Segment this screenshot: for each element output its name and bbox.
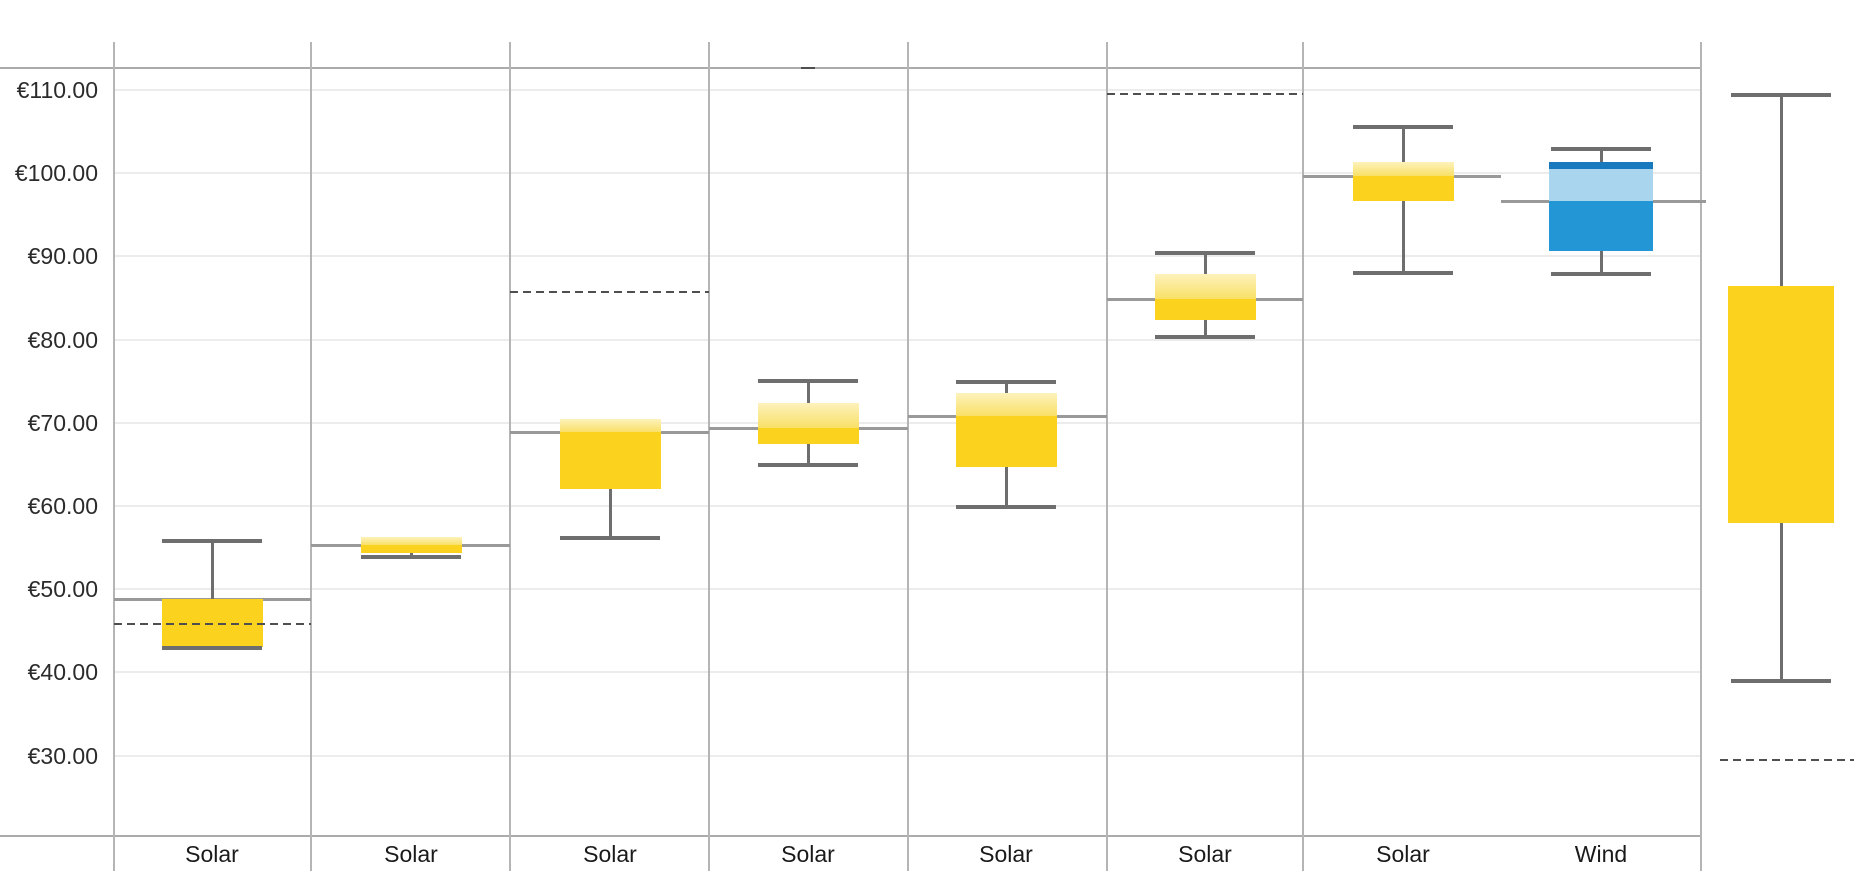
box-lower-segment: [757, 427, 859, 445]
whisker-cap-low: [1551, 271, 1651, 276]
panel-border: [1302, 42, 1304, 871]
category-label: Solar: [583, 841, 637, 867]
whisker-cap-low: [1731, 678, 1831, 683]
whisker-cap-low: [1155, 335, 1255, 340]
whisker-stem-low: [609, 489, 612, 539]
x-axis-line: [0, 835, 1701, 837]
box-upper-strip: [1549, 161, 1653, 170]
panel-border: [509, 42, 511, 871]
box-lower-segment: [1352, 175, 1454, 202]
panel-border: [113, 42, 115, 871]
y-tick-label: €30.00: [27, 742, 98, 769]
box-upper-segment: [360, 536, 462, 546]
whisker-stem-low: [1780, 522, 1783, 681]
whisker-stem-high: [1204, 253, 1207, 274]
y-tick-label: €110.00: [16, 77, 98, 103]
category-label: Solar: [1376, 841, 1430, 867]
whisker-cap-low: [956, 504, 1056, 509]
box-lower-segment: [161, 599, 263, 647]
whisker-cap-high: [956, 380, 1056, 385]
box-lower-segment: [1549, 200, 1653, 251]
panel-border: [1700, 42, 1702, 871]
whisker-stem-high: [807, 381, 810, 403]
whisker-stem-low: [1402, 201, 1405, 274]
whisker-cap-high: [1731, 92, 1831, 97]
box-upper-segment: [1154, 273, 1256, 299]
whisker-cap-low: [162, 646, 262, 651]
whisker-stem-low: [807, 444, 810, 466]
box-upper-segment: [1352, 161, 1454, 176]
category-label: Solar: [185, 841, 239, 867]
y-tick-label: €50.00: [27, 576, 98, 603]
dashed-line: [1107, 93, 1303, 96]
panel-border: [907, 42, 909, 871]
dashed-line: [114, 623, 311, 626]
whisker-stem-high: [1005, 382, 1008, 393]
category-label: Solar: [1178, 841, 1232, 867]
whisker-stem-high: [1780, 94, 1783, 287]
chart-top-border: [0, 67, 1701, 69]
whisker-stem-low: [1204, 319, 1207, 338]
whisker-cap-low: [1353, 271, 1453, 276]
whisker-cap-low: [361, 554, 461, 559]
whisker-cap-high: [1551, 147, 1651, 152]
box-lower-segment: [1154, 298, 1256, 320]
category-label: Solar: [384, 841, 438, 867]
category-label: Wind: [1574, 841, 1628, 867]
whisker-cap-high: [758, 379, 858, 384]
panel-border: [1106, 42, 1108, 871]
box-lower-segment: [1728, 286, 1834, 523]
whisker-cap-low: [758, 463, 858, 468]
box-lower-segment: [360, 545, 462, 553]
y-tick-label: €100.00: [14, 160, 98, 187]
whisker-stem-low: [410, 552, 413, 557]
category-label: Solar: [781, 841, 835, 867]
whisker-cap-high: [162, 538, 262, 543]
whisker-stem-high: [1600, 149, 1603, 162]
dashed-line: [510, 290, 709, 293]
panel-border: [708, 42, 710, 871]
whisker-cap-high: [1155, 251, 1255, 256]
box-upper-segment: [1549, 169, 1653, 201]
category-label: Solar: [979, 841, 1033, 867]
whisker-stem-high: [1402, 127, 1405, 162]
y-tick-label: €40.00: [27, 659, 98, 686]
whisker-cap-high: [1353, 125, 1453, 130]
y-tick-label: €90.00: [27, 243, 98, 270]
y-tick-label: €60.00: [27, 493, 98, 519]
box-upper-segment: [559, 418, 661, 432]
whisker-stem-high: [211, 540, 214, 600]
whisker-cap-low: [560, 536, 660, 541]
whisker-stem-low: [1600, 250, 1603, 274]
panel-border: [310, 42, 312, 871]
dashed-line-fragment: [801, 66, 815, 69]
box-upper-segment: [955, 392, 1057, 417]
y-tick-label: €80.00: [27, 326, 98, 353]
box-lower-segment: [955, 416, 1057, 467]
whisker-stem-low: [1005, 466, 1008, 507]
dashed-line: [1720, 758, 1854, 761]
y-tick-label: €70.00: [27, 409, 98, 436]
box-upper-segment: [757, 402, 859, 428]
box-lower-segment: [559, 431, 661, 490]
